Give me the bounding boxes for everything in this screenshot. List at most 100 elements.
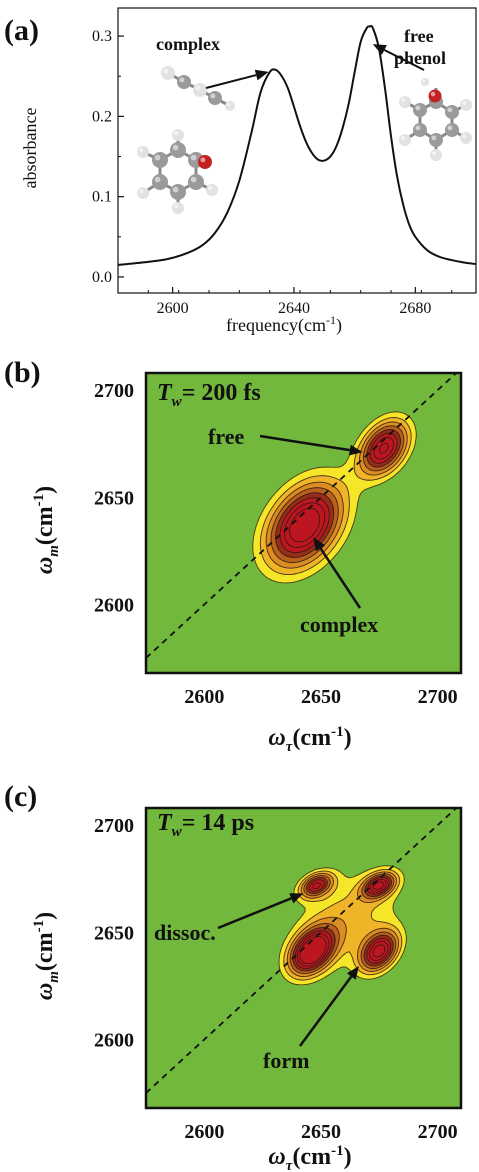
- panel-a-ytick-label: 0.2: [92, 108, 112, 125]
- c-plot-level-4-contour: [292, 875, 394, 972]
- panel-c-xlabel-close: ): [344, 1144, 352, 1170]
- complex-partner-atom-ball: [177, 75, 191, 89]
- complex-partner-atom: [161, 66, 175, 80]
- annotation-dissoc: dissoc.: [154, 920, 216, 945]
- c-plot-ytick-label: 2700: [94, 815, 134, 837]
- c-plot-arrow-0-shaft: [217, 897, 292, 930]
- annotation-free-b: free: [208, 424, 244, 449]
- hydrogen-atom-highlight: [462, 134, 467, 139]
- panel-b-T-value: = 200 fs: [182, 380, 261, 406]
- hydrogen-atom: [421, 78, 429, 86]
- complex-partner-atom: [177, 75, 191, 89]
- hydrogen-atom-highlight: [139, 189, 144, 194]
- carbon-atom-ball: [188, 174, 204, 190]
- carbon-atom: [413, 123, 427, 137]
- panel-a-xlabel-close: ): [336, 315, 342, 336]
- hydrogen-atom: [172, 129, 184, 141]
- hydrogen-atom: [206, 184, 218, 196]
- b-plot-contours: [146, 373, 457, 659]
- panel-b-ylabel-close: ): [32, 486, 58, 494]
- carbon-atom-highlight: [190, 154, 197, 161]
- carbon-atom-ball: [170, 142, 186, 158]
- hydrogen-atom-highlight: [422, 79, 426, 83]
- b-plot-xtick-label: 2600: [184, 686, 224, 708]
- carbon-atom-highlight: [447, 107, 453, 113]
- c-plot-diagonal: [146, 808, 457, 1094]
- panel-b-T: T: [157, 380, 173, 406]
- panel-c-ylabel-omega: ω: [32, 983, 58, 1000]
- carbon-atom-highlight: [415, 105, 421, 111]
- complex-partner-atom: [193, 83, 207, 97]
- hydrogen-atom: [399, 96, 411, 108]
- panel-c-label: (c): [4, 780, 37, 813]
- b-plot-diagonal: [146, 373, 457, 659]
- hydrogen-atom: [399, 134, 411, 146]
- panel-a-arrows: [205, 44, 425, 89]
- b-plot-level-7-contour: [289, 442, 389, 543]
- panel-b-ylabel-omega: ω: [32, 557, 58, 574]
- panel-a-label: (a): [4, 14, 39, 47]
- complex-partner-atom-highlight: [210, 93, 216, 99]
- panel-a-ticks: 2600 2640 2680 0.0 0.1 0.2 0.3: [92, 28, 453, 317]
- carbon-atom-highlight: [447, 125, 453, 131]
- hydrogen-atom-ball: [421, 78, 429, 86]
- c-plot-arrow-1-head: [346, 966, 359, 980]
- panel-b-waiting-time: Tw= 200 fs: [157, 380, 261, 410]
- carbon-atom-ball: [413, 103, 427, 117]
- panel-a-xlabel-main: frequency(cm: [226, 315, 326, 336]
- hydrogen-atom: [460, 132, 472, 144]
- annotation-phenol: phenol: [394, 48, 446, 68]
- hydrogen-atom-ball: [206, 184, 218, 196]
- panel-b-ylabel-unit: (cm: [32, 506, 58, 545]
- carbon-atom-ball: [170, 184, 186, 200]
- carbon-atom: [413, 103, 427, 117]
- hydrogen-atom: [137, 187, 149, 199]
- hydrogen-atom: [172, 202, 184, 214]
- hydrogen-atom-ball: [172, 129, 184, 141]
- c-plot-ytick-label: 2650: [94, 922, 134, 944]
- carbon-atom: [170, 184, 186, 200]
- b-plot-frame: [144, 371, 463, 675]
- panel-c-contour-plot: [144, 806, 463, 1110]
- c-plot-level-3-contour: [289, 873, 397, 975]
- oxygen-atom-highlight: [430, 91, 436, 97]
- c-plot-frame: [144, 806, 463, 1110]
- arrow-complex-head: [254, 69, 269, 81]
- carbon-atom: [152, 152, 168, 168]
- panel-c-xlabel-sup: -1: [331, 1143, 344, 1159]
- carbon-atom-ball: [445, 105, 459, 119]
- panel-a-xlabel-sup: -1: [326, 313, 336, 327]
- arrow-complex-shaft: [205, 74, 257, 89]
- panel-b-T-sub: w: [172, 394, 183, 410]
- hydrogen-atom-ball: [460, 132, 472, 144]
- c-plot-level-1-contour: [283, 868, 403, 981]
- b-plot-level-4-contour: [275, 428, 401, 559]
- b-plot-arrow-1: [313, 537, 362, 609]
- b-plot-xtick-label: 2700: [418, 686, 458, 708]
- b-plot-level-3-contour: [270, 425, 405, 564]
- complex-partner-atom: [208, 91, 222, 105]
- b-plot-xtick-label: 2650: [301, 686, 341, 708]
- annotation-complex: complex: [156, 34, 220, 54]
- panel-c-T-sub: w: [172, 824, 183, 840]
- c-plot-level-2-contour: [286, 871, 399, 978]
- hydrogen-atom: [137, 146, 149, 158]
- b-plot-level-2-contour: [265, 421, 408, 569]
- complex-partner-atom: [225, 101, 235, 111]
- panel-c-xlabel: ωτ(cm-1): [268, 1143, 351, 1172]
- hydrogen-atom-ball: [460, 99, 472, 111]
- carbon-atom-ball: [413, 123, 427, 137]
- c-plot-ytick-label: 2600: [94, 1029, 134, 1051]
- arrow-complex: [205, 69, 269, 89]
- annotation-complex-b: complex: [300, 612, 378, 637]
- carbon-atom-highlight: [415, 125, 421, 131]
- oxygen-atom: [198, 155, 212, 169]
- panel-b-ticks: 2600 2650 2700 2600 2650 2700: [94, 380, 458, 708]
- c-plot-arrow-0-head: [289, 893, 304, 904]
- oxygen-atom-ball: [198, 155, 212, 169]
- complex-partner-atom-highlight: [163, 68, 169, 74]
- panel-c-xlabel-unit: (cm: [292, 1144, 331, 1170]
- carbon-atom-highlight: [154, 176, 161, 183]
